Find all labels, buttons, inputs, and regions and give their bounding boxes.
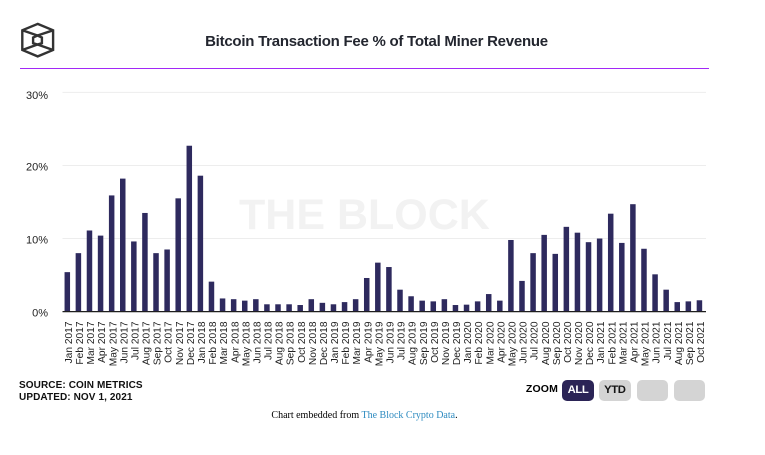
svg-text:Oct 2017: Oct 2017: [164, 321, 175, 363]
svg-text:Jun 2017: Jun 2017: [119, 321, 130, 363]
svg-text:Sep 2021: Sep 2021: [685, 321, 696, 365]
svg-text:Dec 2020: Dec 2020: [585, 321, 596, 365]
svg-text:Jul 2021: Jul 2021: [663, 321, 674, 360]
svg-text:20%: 20%: [26, 162, 48, 174]
svg-text:Jul 2017: Jul 2017: [130, 321, 141, 360]
svg-text:Jun 2020: Jun 2020: [519, 321, 530, 363]
svg-text:Feb 2021: Feb 2021: [607, 321, 618, 364]
svg-text:Oct 2021: Oct 2021: [696, 321, 707, 363]
svg-text:Jul 2020: Jul 2020: [530, 321, 541, 360]
svg-text:Jan 2019: Jan 2019: [330, 321, 341, 363]
svg-text:Mar 2020: Mar 2020: [485, 321, 496, 364]
svg-text:Jan 2020: Jan 2020: [463, 321, 474, 363]
svg-text:Mar 2017: Mar 2017: [86, 321, 97, 364]
svg-text:Dec 2017: Dec 2017: [186, 321, 197, 365]
svg-text:Mar 2021: Mar 2021: [618, 321, 629, 364]
svg-text:Aug 2020: Aug 2020: [541, 321, 552, 365]
svg-text:Aug 2019: Aug 2019: [408, 321, 419, 365]
svg-text:Apr 2019: Apr 2019: [363, 321, 374, 363]
svg-text:Jan 2018: Jan 2018: [197, 321, 208, 363]
svg-text:0%: 0%: [32, 308, 48, 320]
svg-text:Nov 2017: Nov 2017: [175, 321, 186, 365]
svg-text:Dec 2019: Dec 2019: [452, 321, 463, 365]
svg-text:Aug 2018: Aug 2018: [275, 321, 286, 365]
svg-text:Mar 2018: Mar 2018: [219, 321, 230, 364]
svg-text:May 2018: May 2018: [241, 321, 252, 366]
svg-text:Apr 2018: Apr 2018: [230, 321, 241, 363]
svg-text:Oct 2020: Oct 2020: [563, 321, 574, 363]
svg-text:Jul 2019: Jul 2019: [397, 321, 408, 360]
svg-text:Jun 2021: Jun 2021: [652, 321, 663, 363]
svg-text:Nov 2018: Nov 2018: [308, 321, 319, 365]
svg-text:Aug 2017: Aug 2017: [142, 321, 153, 365]
svg-text:Apr 2021: Apr 2021: [629, 321, 640, 363]
svg-text:Nov 2019: Nov 2019: [441, 321, 452, 365]
svg-text:Apr 2020: Apr 2020: [496, 321, 507, 363]
svg-text:May 2021: May 2021: [641, 321, 652, 366]
svg-text:Mar 2019: Mar 2019: [352, 321, 363, 364]
svg-text:Nov 2020: Nov 2020: [574, 321, 585, 365]
svg-text:Oct 2018: Oct 2018: [297, 321, 308, 363]
svg-text:May 2017: May 2017: [108, 321, 119, 366]
svg-text:Aug 2021: Aug 2021: [674, 321, 685, 365]
svg-text:Dec 2018: Dec 2018: [319, 321, 330, 365]
svg-text:Jan 2017: Jan 2017: [64, 321, 75, 363]
svg-text:Sep 2020: Sep 2020: [552, 321, 563, 365]
svg-text:Jan 2021: Jan 2021: [596, 321, 607, 363]
svg-text:Feb 2020: Feb 2020: [474, 321, 485, 364]
svg-text:Jul 2018: Jul 2018: [264, 321, 275, 360]
svg-text:Feb 2018: Feb 2018: [208, 321, 219, 364]
svg-text:Jun 2018: Jun 2018: [252, 321, 263, 363]
svg-text:Sep 2017: Sep 2017: [153, 321, 164, 365]
svg-text:Jun 2019: Jun 2019: [386, 321, 397, 363]
svg-text:Sep 2018: Sep 2018: [286, 321, 297, 365]
svg-text:May 2019: May 2019: [374, 321, 385, 366]
svg-text:Oct 2019: Oct 2019: [430, 321, 441, 363]
svg-text:Feb 2017: Feb 2017: [75, 321, 86, 364]
svg-text:Apr 2017: Apr 2017: [97, 321, 108, 363]
svg-text:10%: 10%: [26, 235, 48, 247]
svg-text:30%: 30%: [26, 90, 48, 102]
svg-text:Feb 2019: Feb 2019: [341, 321, 352, 364]
svg-text:May 2020: May 2020: [508, 321, 519, 366]
svg-text:Sep 2019: Sep 2019: [419, 321, 430, 365]
